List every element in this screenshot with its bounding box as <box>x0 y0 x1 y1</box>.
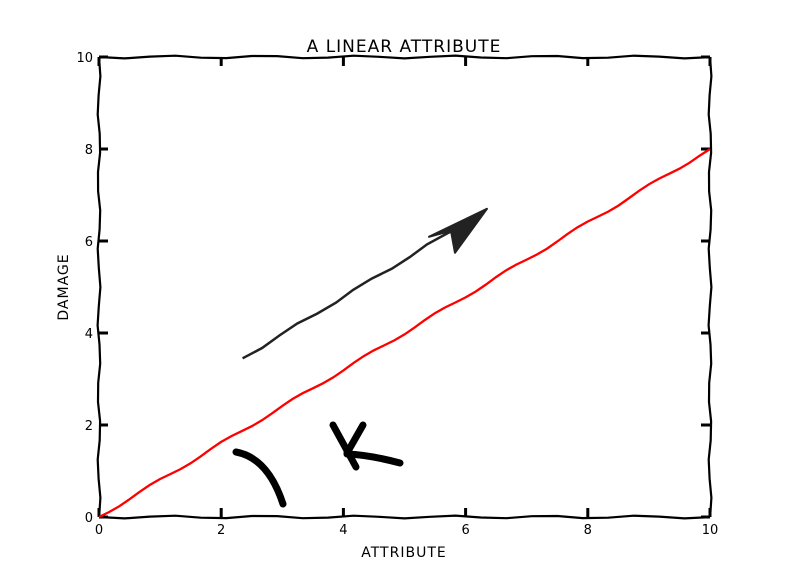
axis-right <box>707 56 713 518</box>
x-tick-label: 4 <box>339 523 347 538</box>
arrow-stroke-head-a <box>329 421 360 471</box>
hand-drawn-strokes <box>232 421 404 508</box>
annotation-arrow-shaft <box>242 222 467 360</box>
x-tick-label: 6 <box>461 523 469 538</box>
annotation-arrow-head <box>427 207 488 254</box>
y-tick-label: 4 <box>85 327 93 342</box>
y-tick-label: 8 <box>85 143 93 158</box>
x-tick-label: 8 <box>584 523 592 538</box>
x-axis-label: ATTRIBUTE <box>361 545 446 561</box>
x-tick-label: 2 <box>217 523 225 538</box>
axis-bottom <box>98 514 711 520</box>
chart-title: A LINEAR ATTRIBUTE <box>307 37 502 57</box>
y-tick-label: 0 <box>85 511 93 526</box>
y-tick-label: 2 <box>85 419 93 434</box>
axis-top <box>98 54 711 60</box>
y-axis-label: DAMAGE <box>56 253 72 320</box>
axis-left <box>96 56 102 518</box>
y-tick-label: 6 <box>85 235 93 250</box>
x-tick-label: 0 <box>95 523 103 538</box>
y-tick-label: 10 <box>76 51 93 66</box>
series-line <box>98 148 711 519</box>
arc-stroke <box>232 448 287 508</box>
arrow-stroke-head-b <box>343 421 367 457</box>
x-tick-label: 10 <box>702 523 719 538</box>
